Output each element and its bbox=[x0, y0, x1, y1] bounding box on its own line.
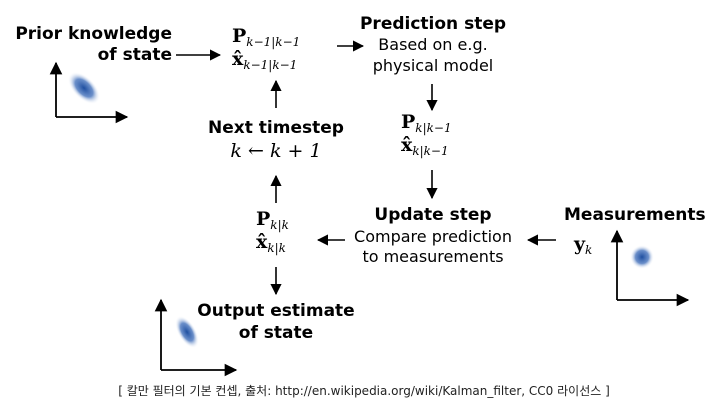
updated-estimate: Pk|k x̂k|k bbox=[256, 208, 289, 255]
output-distribution-blob bbox=[175, 315, 199, 349]
output-title: Output estimate of state bbox=[197, 301, 355, 343]
prediction-step: Prediction step Based on e.g. physical m… bbox=[359, 14, 507, 75]
prior-title: Prior knowledge of state bbox=[15, 24, 172, 65]
update-step: Update step Compare prediction to measur… bbox=[354, 205, 512, 266]
source-caption: [ 칼만 필터의 기본 컨셉, 출처: http://en.wikipedia.… bbox=[118, 384, 610, 398]
next-timestep: Next timestep k ← k + 1 bbox=[208, 118, 344, 162]
predicted-estimate: Pk|k−1 x̂k|k−1 bbox=[401, 111, 452, 158]
output-plot bbox=[154, 298, 238, 377]
measurements-plot bbox=[610, 229, 690, 307]
prior-plot bbox=[49, 61, 129, 124]
measurement-distribution-blob bbox=[630, 245, 654, 269]
prior-distribution-blob bbox=[67, 71, 101, 105]
measurements-symbol: yk bbox=[574, 233, 593, 257]
measurements-title: Measurements bbox=[564, 205, 706, 225]
prior-estimate: Pk−1|k−1 x̂k−1|k−1 bbox=[232, 25, 301, 72]
